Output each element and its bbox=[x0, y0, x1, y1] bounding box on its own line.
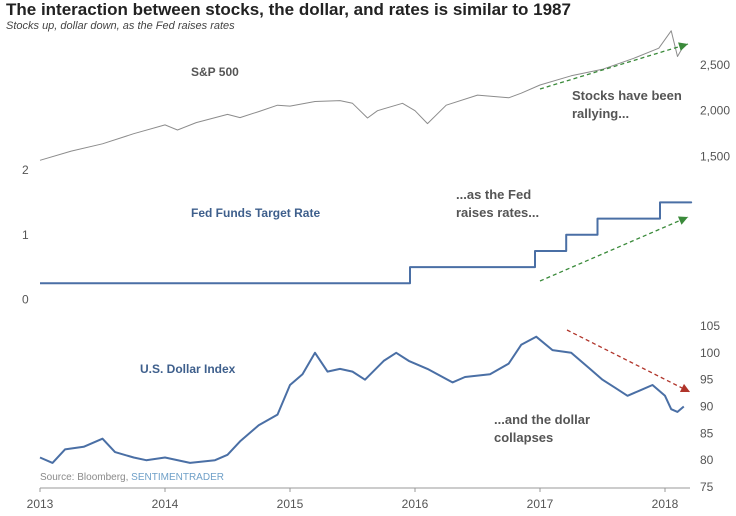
dollar-index-tick-label: 85 bbox=[700, 426, 714, 440]
sp500-annotation-line1: Stocks have been bbox=[572, 88, 682, 103]
dollar-index-tick-label: 75 bbox=[700, 480, 714, 494]
sp500-panel: 1,500 2,000 2,500 S&P 500 Stocks have been ra… bbox=[39, 30, 730, 164]
chart-title: The interaction between stocks, the doll… bbox=[6, 0, 571, 19]
source-note: Source: Bloomberg, SENTIMENTRADER bbox=[40, 472, 224, 483]
x-axis-tick-label: 2015 bbox=[277, 497, 304, 511]
dollar-index-tick-label: 95 bbox=[700, 373, 714, 387]
sp500-line bbox=[39, 30, 685, 161]
dollar-index-trend-arrow bbox=[566, 329, 691, 393]
sp500-tick-label: 1,500 bbox=[700, 150, 730, 164]
sp500-annotation-line2: rallying... bbox=[572, 106, 629, 121]
fed-funds-annotation-line2: raises rates... bbox=[456, 205, 539, 220]
dollar-index-tick-label: 90 bbox=[700, 400, 714, 414]
x-axis-tick-label: 2017 bbox=[527, 497, 554, 511]
sp500-trend-arrow-head bbox=[678, 42, 688, 51]
fed-funds-tick-label: 0 bbox=[22, 293, 29, 307]
sp500-tick-label: 2,500 bbox=[700, 58, 730, 72]
source-brand: SENTIMENTRADER bbox=[131, 472, 224, 483]
dollar-index-annotation-line2: collapses bbox=[494, 430, 553, 445]
x-axis-tick-label: 2016 bbox=[402, 497, 429, 511]
source-prefix: Source: Bloomberg, bbox=[40, 472, 132, 483]
dollar-index-annotation-line1: ...and the dollar bbox=[494, 412, 590, 427]
x-axis: 2013 2014 2015 2016 2017 2018 bbox=[27, 487, 690, 511]
dollar-index-tick-label: 100 bbox=[700, 346, 720, 360]
fed-funds-series-label: Fed Funds Target Rate bbox=[191, 206, 320, 220]
dollar-index-tick-label: 80 bbox=[700, 453, 714, 467]
sp500-series-label: S&P 500 bbox=[191, 65, 239, 79]
dollar-index-series-label: U.S. Dollar Index bbox=[140, 362, 236, 376]
fed-funds-annotation-line1: ...as the Fed bbox=[456, 187, 531, 202]
fed-funds-trend-arrow-head bbox=[677, 216, 688, 225]
dollar-index-panel: 75 80 85 90 95 100 105 U.S. Dollar Index ...and … bbox=[39, 319, 720, 494]
sp500-trend-arrow bbox=[539, 43, 689, 90]
dollar-index-trend-arrow-head bbox=[679, 383, 690, 392]
dollar-index-tick-label: 105 bbox=[700, 319, 720, 333]
chart-subtitle: Stocks up, dollar down, as the Fed raise… bbox=[6, 20, 235, 32]
x-axis-tick-label: 2018 bbox=[652, 497, 679, 511]
fed-funds-trend-arrow bbox=[539, 216, 689, 282]
x-axis-tick-label: 2014 bbox=[152, 497, 179, 511]
fed-funds-line bbox=[40, 201, 693, 285]
dollar-index-line bbox=[39, 335, 685, 464]
sp500-tick-label: 2,000 bbox=[700, 104, 730, 118]
x-axis-tick-label: 2013 bbox=[27, 497, 54, 511]
fed-funds-tick-label: 1 bbox=[22, 228, 29, 242]
fed-funds-panel: 0 1 2 Fed Funds Target Rate ...as the Fed rai… bbox=[22, 163, 693, 307]
fed-funds-tick-label: 2 bbox=[22, 163, 29, 177]
